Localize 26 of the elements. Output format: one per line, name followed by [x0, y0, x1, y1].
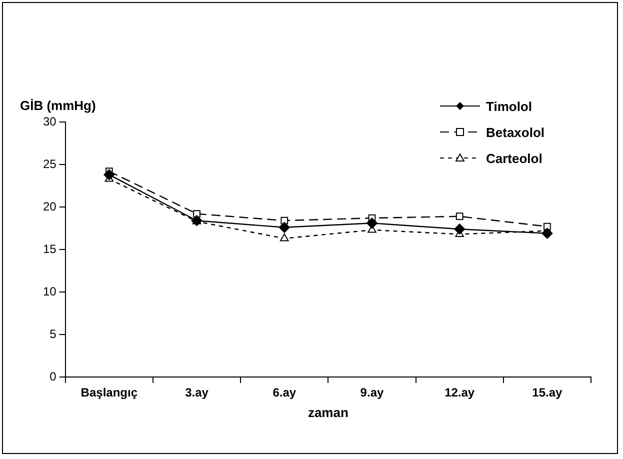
- x-axis-title: zaman: [308, 404, 348, 420]
- y-tick-label: 15: [42, 242, 57, 256]
- point: [278, 222, 290, 233]
- point: [542, 228, 553, 239]
- y-tick-label: 20: [42, 199, 57, 214]
- y-tick-label: 25: [42, 156, 57, 171]
- point: [193, 210, 200, 218]
- y-axis-title: GİB (mmHg): [20, 98, 96, 113]
- point: [104, 169, 115, 180]
- legend-label: Carteolol: [486, 150, 542, 166]
- x-tick-label: 12.ay: [444, 386, 475, 400]
- legend-label: Betaxolol: [486, 124, 545, 140]
- point: [454, 224, 466, 235]
- point: [280, 233, 289, 242]
- y-tick-label: 10: [42, 284, 57, 298]
- x-tick-label: 3.ay: [185, 386, 209, 400]
- x-tick-label: 9.ay: [360, 386, 384, 400]
- y-tick-label: 5: [50, 326, 57, 341]
- legend-label: Timolol: [486, 98, 532, 114]
- y-tick-label: 0: [50, 369, 57, 384]
- point: [366, 218, 378, 229]
- x-tick-label: Başlangıç: [80, 386, 138, 400]
- x-tick-label: 6.ay: [272, 386, 296, 400]
- point: [456, 212, 464, 220]
- x-tick-label: 15.ay: [532, 386, 563, 400]
- y-tick-label: 30: [42, 114, 57, 128]
